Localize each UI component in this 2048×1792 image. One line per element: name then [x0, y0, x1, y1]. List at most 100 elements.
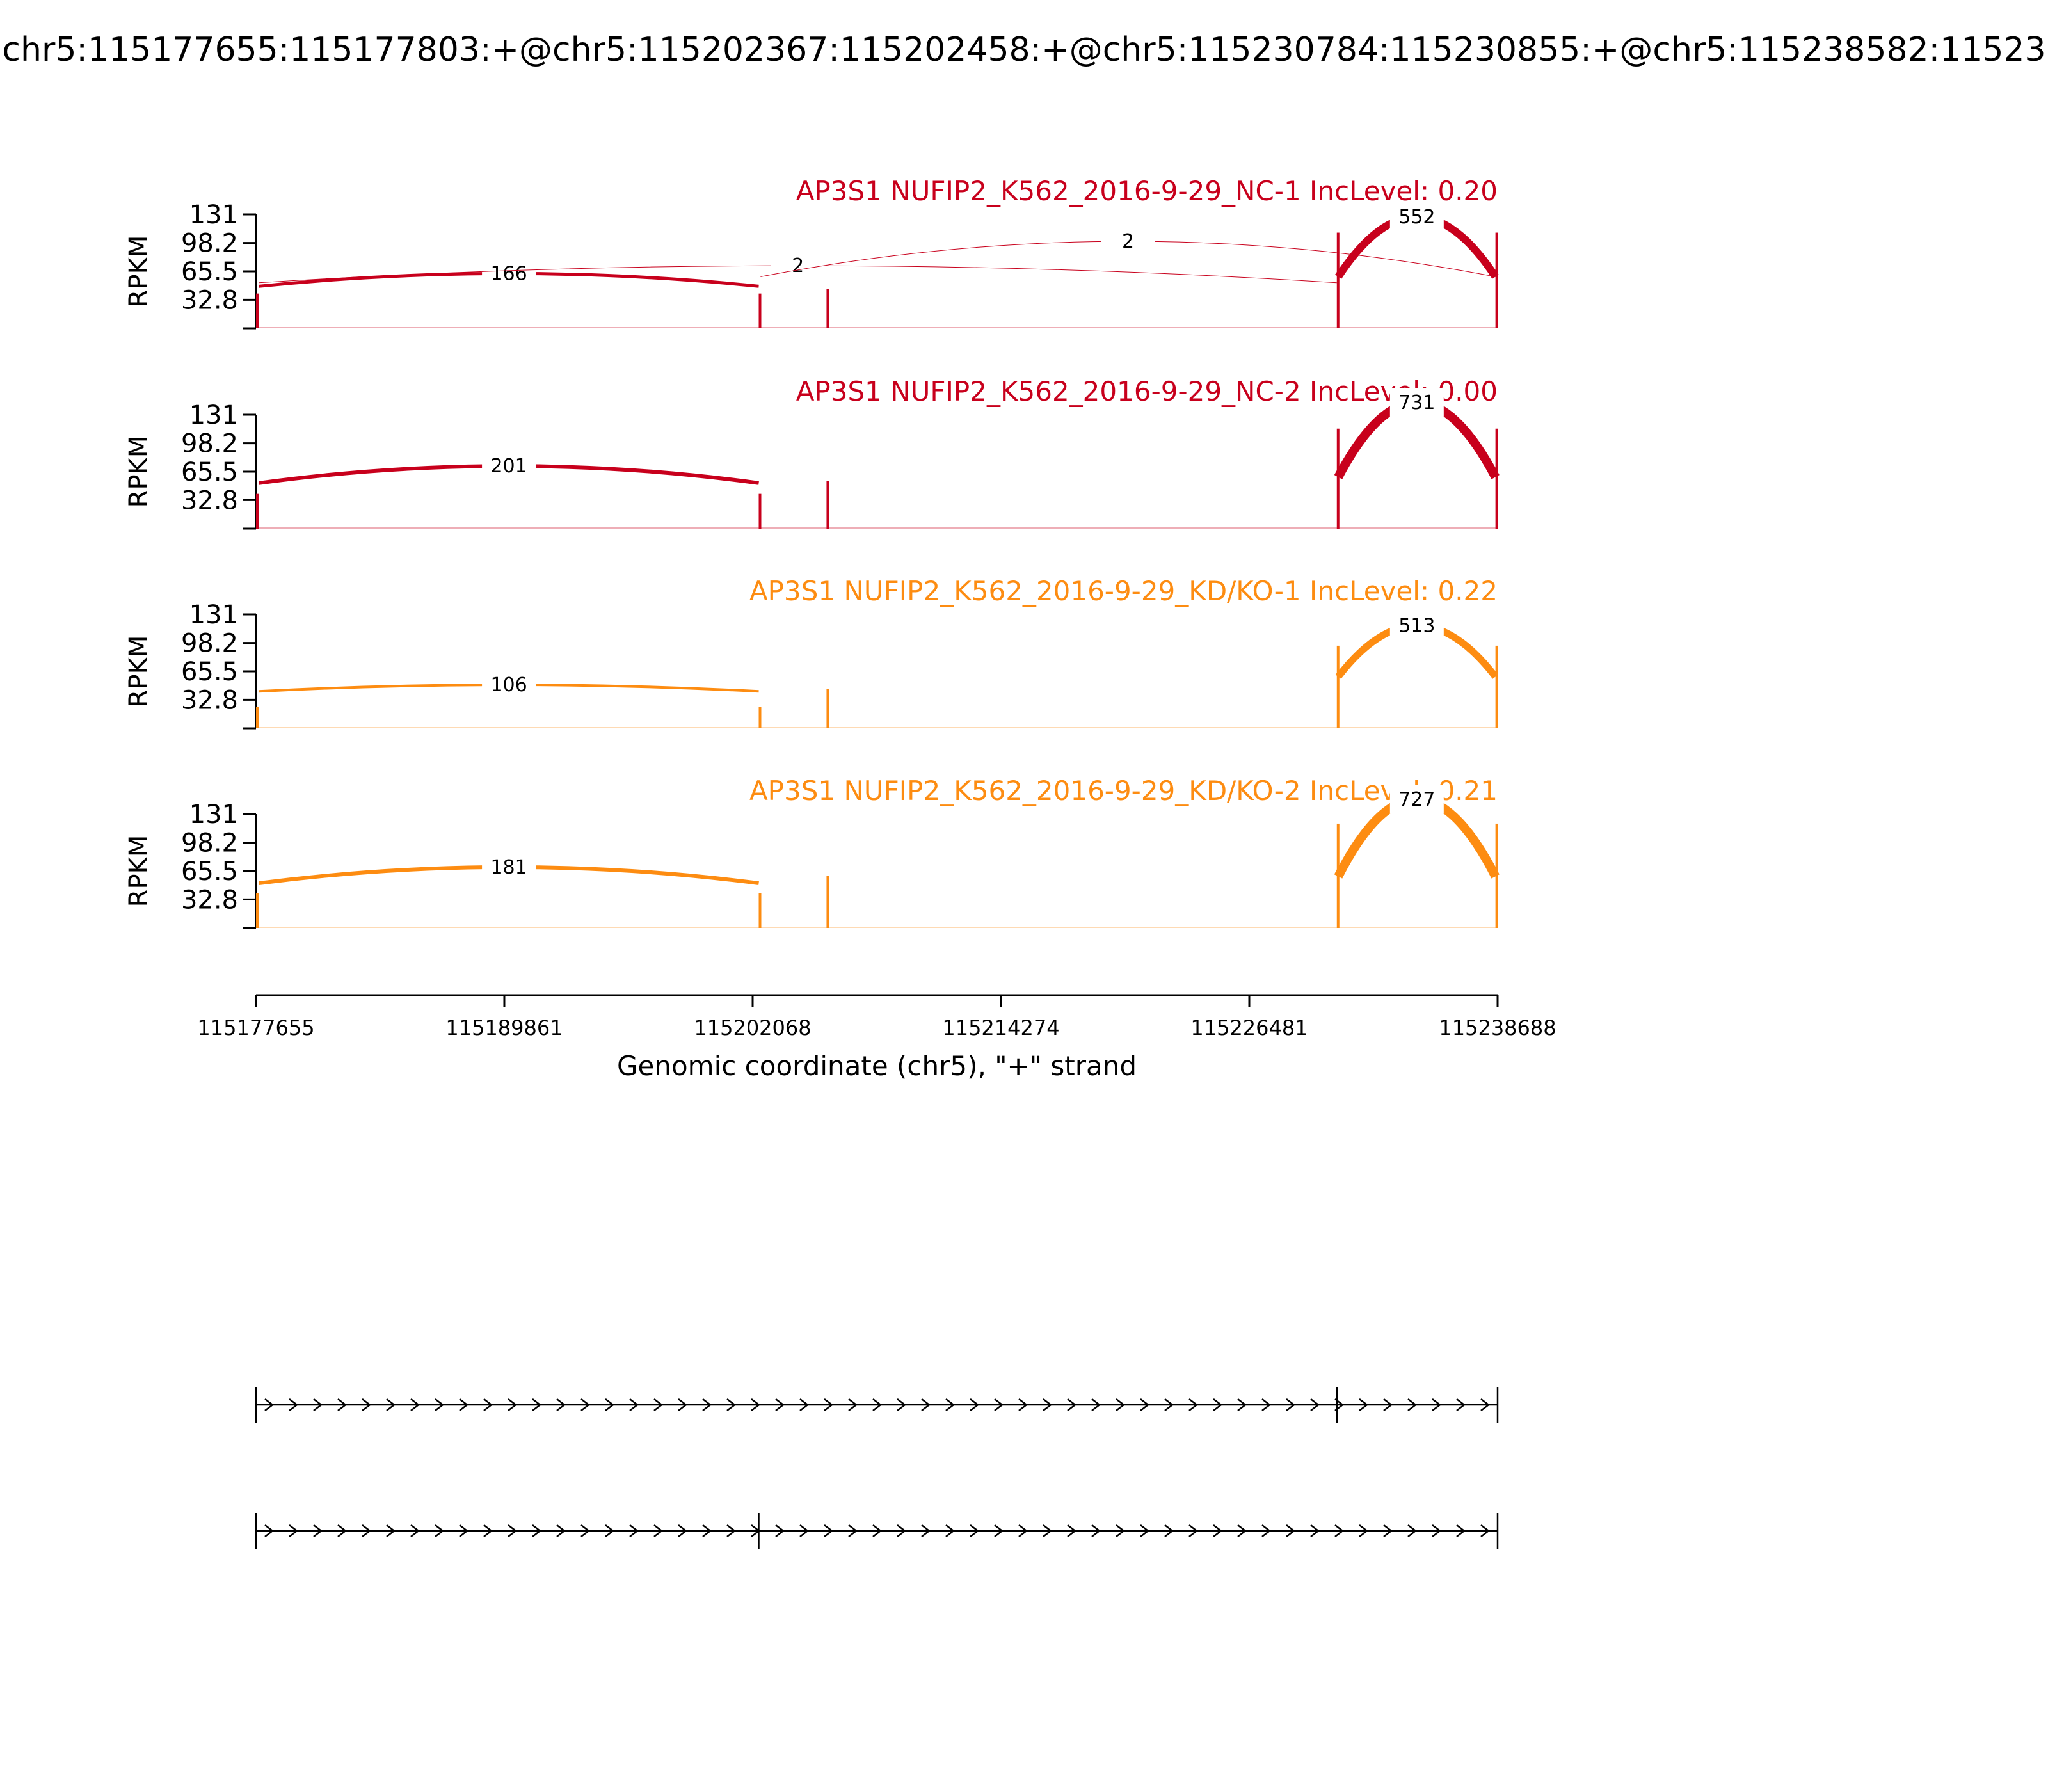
panel-3: AP3S1 NUFIP2_K562_2016-9-29_KD/KO-1 IncL…: [124, 575, 1498, 730]
coverage-bar: [256, 293, 259, 328]
x-axis-label: Genomic coordinate (chr5), "+" strand: [617, 1050, 1137, 1082]
strand-chevron: [1237, 1398, 1247, 1411]
coverage-bar: [826, 689, 829, 728]
coverage-bar: [758, 893, 762, 928]
coverage-bar: [826, 289, 829, 328]
coverage-bar: [1495, 645, 1498, 728]
chart-title: chr5:115177655:115177803:+@chr5:11520236…: [2, 31, 2045, 69]
strand-chevron: [775, 1398, 785, 1411]
strand-chevron: [1359, 1524, 1369, 1537]
strand-chevron: [483, 1524, 493, 1537]
strand-chevron: [702, 1524, 712, 1537]
y-axis-label: RPKM: [124, 236, 154, 308]
junction-label-bg: [1389, 785, 1444, 813]
strand-chevron: [1164, 1524, 1174, 1537]
strand-chevron: [1164, 1398, 1174, 1411]
panel-title: AP3S1 NUFIP2_K562_2016-9-29_KD/KO-1 IncL…: [749, 575, 1498, 607]
y-axis-label: RPKM: [124, 436, 154, 508]
strand-chevron: [994, 1398, 1004, 1411]
strand-chevron: [1116, 1398, 1126, 1411]
coverage-bar: [758, 293, 762, 328]
strand-chevron: [751, 1398, 761, 1411]
y-tick-label: 131: [189, 800, 238, 829]
y-tick-label: 65.5: [181, 458, 238, 487]
isoform-tracks: [255, 1387, 1499, 1549]
y-tick-label: 32.8: [181, 685, 238, 715]
strand-chevron: [1456, 1398, 1466, 1411]
strand-chevron: [508, 1524, 518, 1537]
panels: AP3S1 NUFIP2_K562_2016-9-29_NC-1 IncLeve…: [124, 175, 1500, 929]
y-tick-label: 32.8: [181, 486, 238, 515]
strand-chevron: [264, 1524, 275, 1537]
strand-chevron: [289, 1524, 299, 1537]
strand-chevron: [702, 1398, 712, 1411]
strand-chevron: [313, 1398, 323, 1411]
strand-chevron: [726, 1398, 737, 1411]
strand-chevron: [1188, 1398, 1199, 1411]
strand-chevron: [726, 1524, 737, 1537]
x-tick-label: 115189861: [445, 1016, 563, 1040]
coverage-bar: [826, 481, 829, 529]
strand-chevron: [1480, 1398, 1491, 1411]
strand-chevron: [410, 1524, 420, 1537]
strand-chevron: [945, 1398, 956, 1411]
strand-chevron: [459, 1524, 469, 1537]
strand-chevron: [1334, 1398, 1345, 1411]
junction-count-label: 2: [792, 255, 804, 277]
strand-chevron: [921, 1524, 931, 1537]
strand-chevron: [459, 1398, 469, 1411]
strand-chevron: [362, 1524, 372, 1537]
strand-chevron: [605, 1524, 615, 1537]
strand-chevron: [897, 1398, 907, 1411]
coverage-bar: [256, 893, 259, 928]
strand-chevron: [1237, 1524, 1247, 1537]
coverage-bar: [758, 707, 762, 728]
strand-chevron: [1067, 1398, 1077, 1411]
strand-chevron: [1310, 1398, 1320, 1411]
strand-chevron: [824, 1398, 834, 1411]
strand-chevron: [1140, 1524, 1150, 1537]
panel-title: AP3S1 NUFIP2_K562_2016-9-29_NC-1 IncLeve…: [796, 175, 1498, 207]
coverage-bar: [1495, 823, 1498, 928]
coverage-bar: [256, 707, 259, 728]
strand-chevron: [508, 1398, 518, 1411]
y-tick-label: 131: [189, 401, 238, 430]
y-tick-label: 131: [189, 600, 238, 630]
strand-chevron: [1286, 1398, 1296, 1411]
junction-label-bg: [771, 252, 825, 280]
strand-chevron: [1261, 1524, 1272, 1537]
strand-chevron: [945, 1524, 956, 1537]
strand-chevron: [1116, 1524, 1126, 1537]
strand-chevron: [775, 1524, 785, 1537]
strand-chevron: [678, 1398, 688, 1411]
junction-count-label: 106: [490, 674, 527, 696]
junction-count-label: 513: [1398, 615, 1435, 637]
strand-chevron: [653, 1398, 664, 1411]
strand-chevron: [1140, 1398, 1150, 1411]
junction-count-label: 727: [1398, 788, 1435, 811]
strand-chevron: [921, 1398, 931, 1411]
strand-chevron: [872, 1524, 883, 1537]
strand-chevron: [532, 1524, 542, 1537]
x-axis: 115177655 115189861 115202068 115214274 1152…: [197, 994, 1556, 1082]
junction-count-label: 552: [1398, 206, 1435, 228]
x-tick-label: 115214274: [942, 1016, 1059, 1040]
strand-chevron: [1359, 1398, 1369, 1411]
strand-chevron: [1091, 1524, 1101, 1537]
strand-chevron: [1383, 1524, 1393, 1537]
junction-count-label: 166: [490, 262, 527, 285]
y-axis-label: RPKM: [124, 835, 154, 908]
strand-chevron: [1067, 1524, 1077, 1537]
strand-chevron: [799, 1398, 810, 1411]
strand-chevron: [1043, 1524, 1053, 1537]
strand-chevron: [848, 1398, 858, 1411]
strand-chevron: [799, 1524, 810, 1537]
junction-label-bg: [1101, 227, 1155, 256]
coverage-bar: [1336, 645, 1340, 728]
junction-count-label: 731: [1398, 392, 1435, 414]
strand-chevron: [678, 1524, 688, 1537]
strand-chevron: [1286, 1524, 1296, 1537]
y-tick-label: 32.8: [181, 285, 238, 315]
strand-chevron: [1213, 1398, 1223, 1411]
